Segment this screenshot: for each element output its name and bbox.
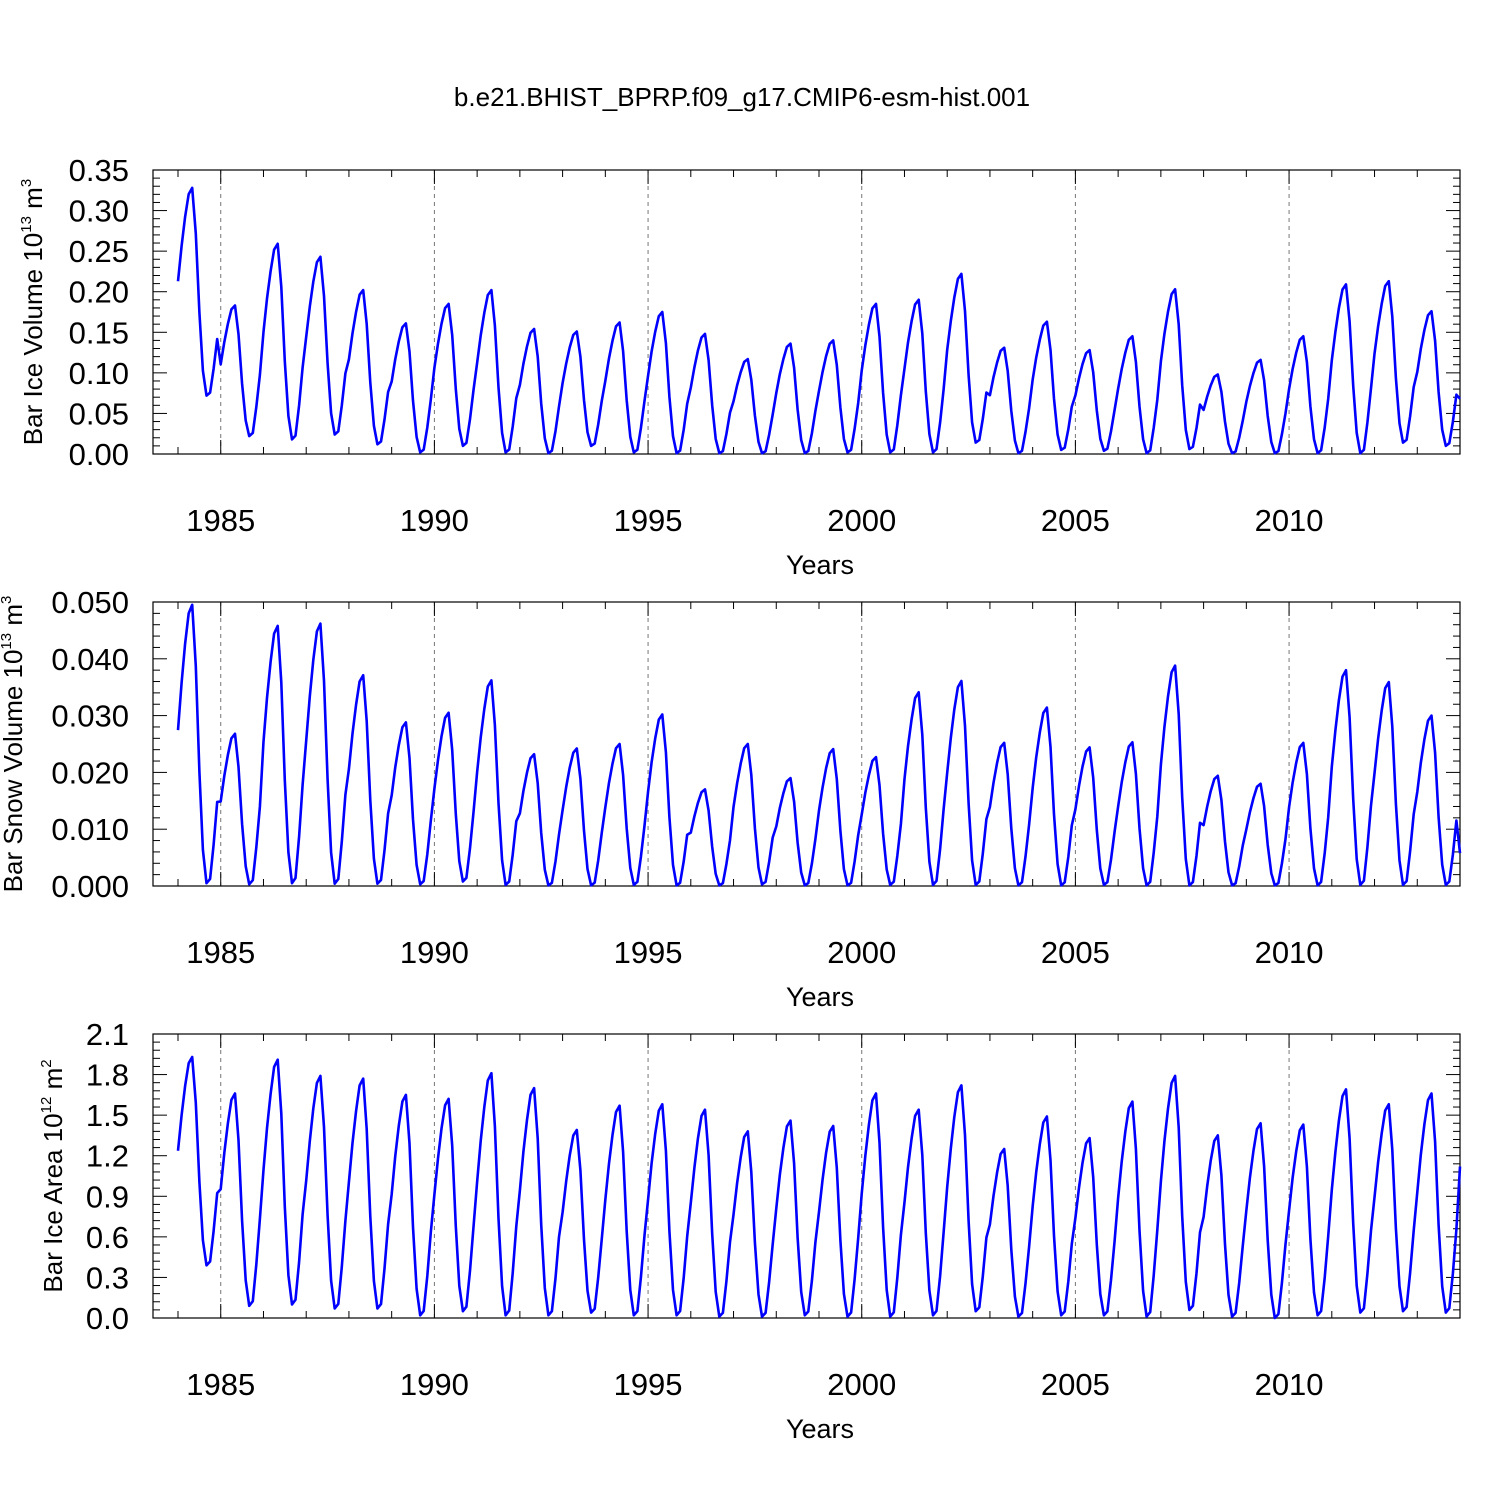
x-axis-label: Years xyxy=(786,982,854,1012)
y-tick-label: 2.1 xyxy=(86,1017,129,1052)
x-tick-label: 2000 xyxy=(827,935,896,970)
x-axis-label: Years xyxy=(786,1414,854,1444)
y-tick-label: 0.05 xyxy=(69,396,129,431)
y-tick-label: 0.6 xyxy=(86,1220,129,1255)
y-tick-label: 0.25 xyxy=(69,234,129,269)
panel-1: 0.00 0.05 0.10 0.15 0.20 0.25 0.30 0.35 1985 1990… xyxy=(18,153,1461,580)
x-tick-label: 1995 xyxy=(614,503,683,538)
y-axis-label: Bar Ice Area 1012 m2 xyxy=(38,1059,68,1292)
x-tick-label: 1995 xyxy=(614,1367,683,1402)
x-tick-label: 2010 xyxy=(1255,503,1324,538)
x-tick-label: 2005 xyxy=(1041,1367,1110,1402)
y-tick-label: 0.10 xyxy=(69,356,129,391)
x-tick-label: 2005 xyxy=(1041,503,1110,538)
x-axis-label: Years xyxy=(786,550,854,580)
x-tick-label: 1990 xyxy=(400,1367,469,1402)
y-tick-label: 0.050 xyxy=(51,585,129,620)
y-axis-label: Bar Snow Volume 1013 m3 xyxy=(0,596,28,893)
panel-2: 0.000 0.010 0.020 0.030 0.040 0.050 1985 1990 19… xyxy=(0,585,1462,1012)
y-tick-label: 0.35 xyxy=(69,153,129,188)
y-tick-label: 1.8 xyxy=(86,1058,129,1093)
y-axis-label: Bar Ice Volume 1013 m3 xyxy=(18,179,48,445)
y-tick-label: 1.5 xyxy=(86,1098,129,1133)
y-tick-label: 0.9 xyxy=(86,1179,129,1214)
chart-title: b.e21.BHIST_BPRP.f09_g17.CMIP6-esm-hist.… xyxy=(454,82,1030,112)
y-tick-label: 0.010 xyxy=(51,812,129,847)
x-tick-label: 1995 xyxy=(614,935,683,970)
y-tick-label: 0.30 xyxy=(69,194,129,229)
x-tick-label: 1985 xyxy=(186,935,255,970)
x-tick-label: 1985 xyxy=(186,503,255,538)
series-line xyxy=(176,603,1462,887)
y-tick-label: 0.000 xyxy=(51,869,129,904)
x-tick-label: 1990 xyxy=(400,503,469,538)
x-tick-label: 2010 xyxy=(1255,1367,1324,1402)
y-tick-label: 0.20 xyxy=(69,275,129,310)
y-tick-label: 1.2 xyxy=(86,1139,129,1174)
y-tick-label: 0.15 xyxy=(69,315,129,350)
x-tick-label: 1985 xyxy=(186,1367,255,1402)
series-line xyxy=(176,186,1461,455)
plot-frame xyxy=(152,601,1461,887)
x-tick-label: 2010 xyxy=(1255,935,1324,970)
y-tick-label: 0.3 xyxy=(86,1260,129,1295)
y-tick-label: 0.040 xyxy=(51,642,129,677)
series-line xyxy=(176,1055,1462,1320)
y-tick-label: 0.030 xyxy=(51,699,129,734)
x-tick-label: 2000 xyxy=(827,503,896,538)
x-tick-label: 1990 xyxy=(400,935,469,970)
y-tick-label: 0.0 xyxy=(86,1301,129,1336)
x-tick-label: 2000 xyxy=(827,1367,896,1402)
panel-3: 0.0 0.3 0.6 0.9 1.2 1.5 1.8 2.1 1985 1990 1995 2000… xyxy=(38,1017,1462,1444)
y-tick-label: 0.020 xyxy=(51,755,129,790)
y-tick-label: 0.00 xyxy=(69,437,129,472)
chart-panels: 0.00 0.05 0.10 0.15 0.20 0.25 0.30 0.35 1985 1990… xyxy=(0,153,1462,1444)
plot-frame xyxy=(152,169,1461,455)
x-tick-label: 2005 xyxy=(1041,935,1110,970)
